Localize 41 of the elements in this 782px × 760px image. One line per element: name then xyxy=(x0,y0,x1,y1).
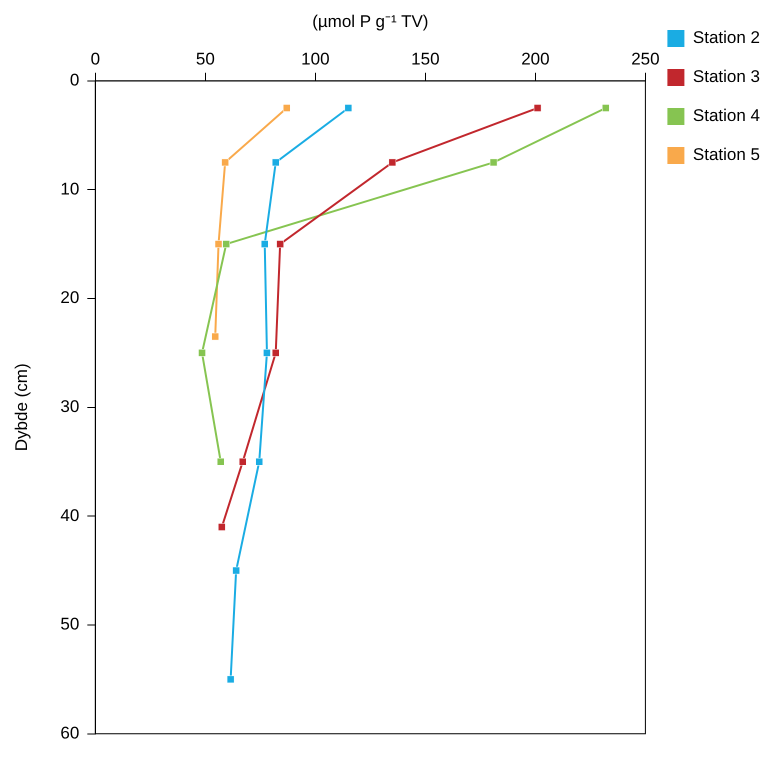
y-tick-label: 40 xyxy=(60,506,80,525)
legend-label: Station 4 xyxy=(692,106,760,126)
point xyxy=(272,158,280,166)
y-tick-label: 60 xyxy=(60,723,80,742)
x-tick-label: 0 xyxy=(90,49,100,68)
x-tick-label: 200 xyxy=(521,49,550,68)
point xyxy=(534,104,542,112)
x-tick-label: 150 xyxy=(411,49,440,68)
point xyxy=(276,240,284,248)
point xyxy=(198,349,206,357)
y-tick-label: 10 xyxy=(60,179,80,198)
point xyxy=(238,458,247,466)
point xyxy=(260,240,269,248)
y-tick-label: 20 xyxy=(60,288,80,308)
y-axis-title: Dybde (cm) xyxy=(12,363,31,452)
y-tick-label: 0 xyxy=(70,70,80,90)
x-tick-label: 100 xyxy=(301,49,330,68)
point xyxy=(218,523,226,531)
legend-label: Station 5 xyxy=(692,145,760,164)
point xyxy=(226,676,234,684)
point xyxy=(222,240,230,248)
legend-label: Station 2 xyxy=(692,28,760,48)
x-tick-label: 50 xyxy=(196,49,215,68)
legend-label: Station 3 xyxy=(692,67,760,86)
x-axis-title: (µmol P g⁻¹ TV) xyxy=(312,12,428,31)
point xyxy=(602,104,610,112)
point xyxy=(344,104,352,112)
point xyxy=(232,566,240,574)
y-tick-label: 50 xyxy=(60,614,80,634)
point xyxy=(216,458,225,466)
point xyxy=(272,349,280,357)
point xyxy=(282,104,291,112)
point xyxy=(255,458,264,466)
point xyxy=(221,158,229,166)
point xyxy=(263,349,271,357)
point xyxy=(211,332,220,340)
y-tick-label: 30 xyxy=(60,396,80,416)
x-tick-label: 250 xyxy=(631,49,660,68)
point xyxy=(388,158,396,166)
point xyxy=(214,240,222,248)
point xyxy=(490,158,498,166)
